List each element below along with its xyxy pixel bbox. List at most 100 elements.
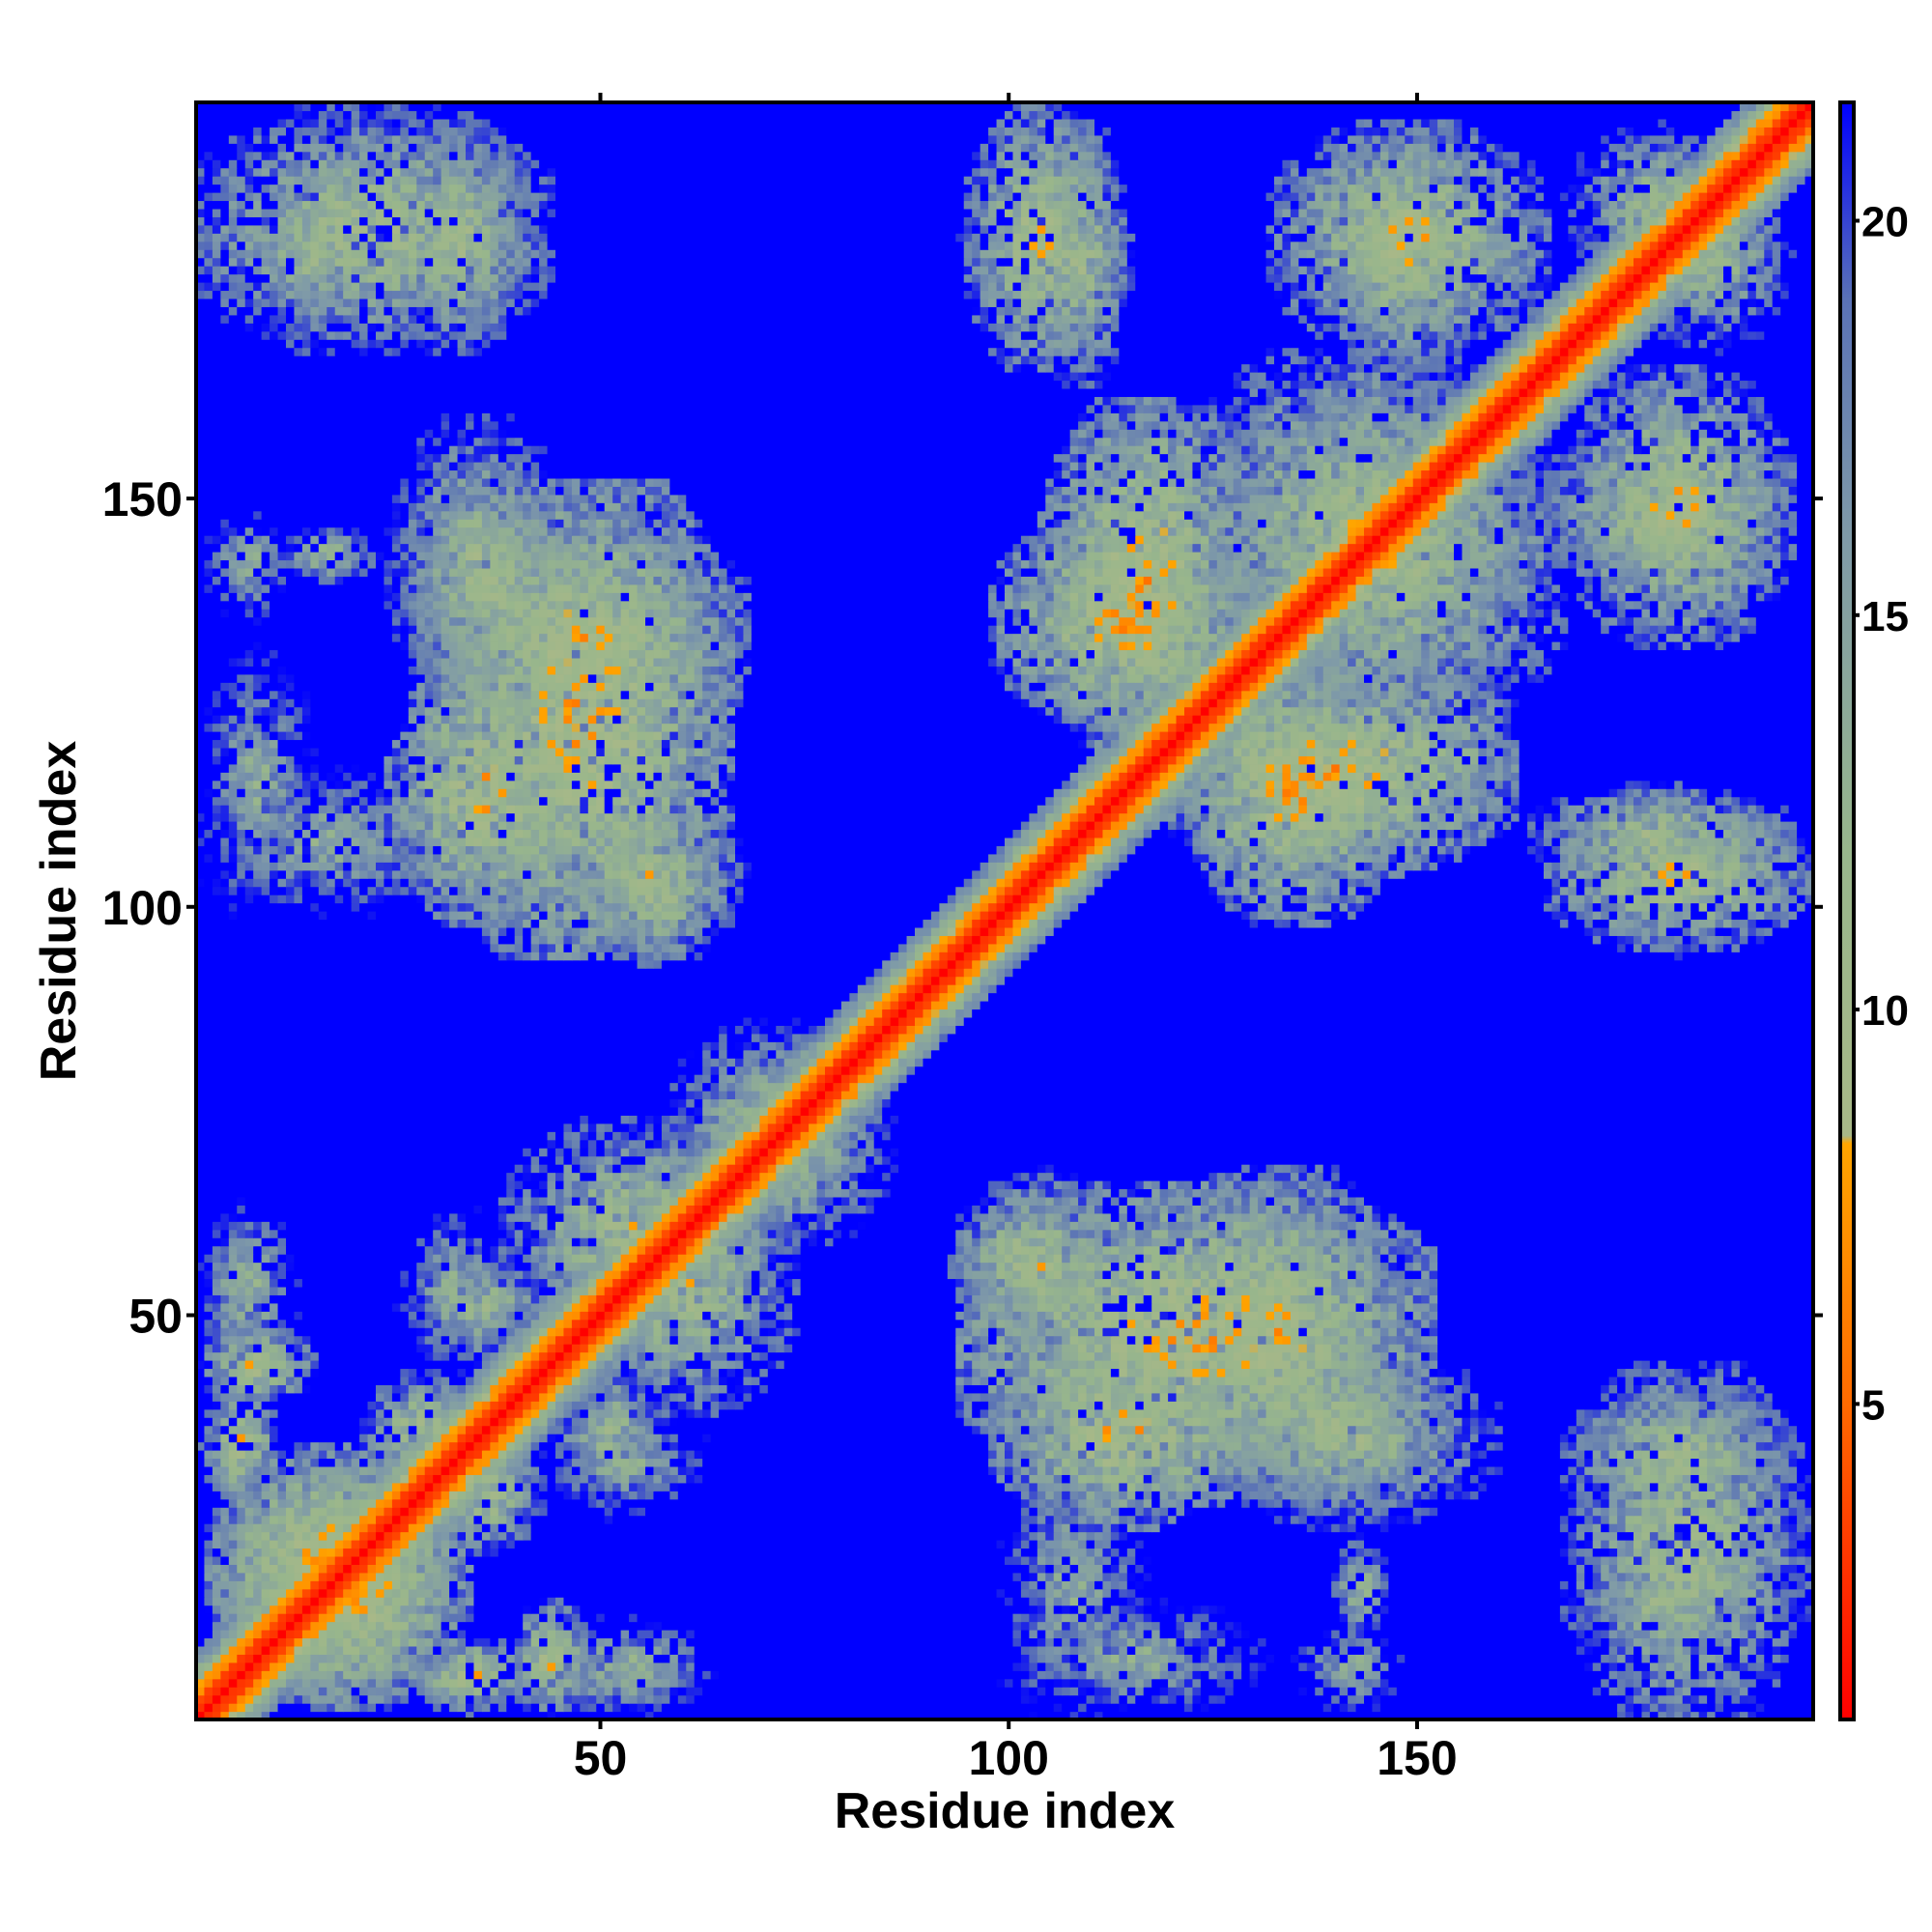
heatmap-cell — [1772, 1630, 1781, 1639]
heatmap-cell — [1665, 1588, 1675, 1598]
heatmap-cell — [1151, 1694, 1161, 1704]
heatmap-cell — [1608, 1613, 1618, 1623]
heatmap-cell — [1707, 1392, 1717, 1402]
heatmap-cell — [1584, 1555, 1594, 1565]
heatmap-cell — [228, 1564, 238, 1574]
heatmap-cell — [1176, 1408, 1185, 1418]
heatmap-cell — [1731, 1621, 1741, 1631]
heatmap-cell — [1584, 1465, 1594, 1475]
heatmap-cell — [1110, 1548, 1120, 1557]
heatmap-cell — [1788, 1630, 1798, 1639]
heatmap-cell — [1069, 1458, 1079, 1467]
heatmap-cell — [653, 1630, 663, 1639]
heatmap-cell — [400, 1694, 410, 1704]
heatmap-cell — [237, 1597, 246, 1606]
heatmap-cell — [1322, 1687, 1341, 1696]
heatmap-cell — [1339, 1654, 1349, 1663]
heatmap-cell — [661, 1417, 670, 1427]
heatmap-cell — [555, 1694, 565, 1704]
heatmap-cell — [1665, 1498, 1675, 1508]
heatmap-cell — [1674, 1491, 1684, 1500]
heatmap-cell — [359, 1588, 369, 1598]
heatmap-cell — [1143, 1580, 1332, 1590]
heatmap-cell — [1225, 1401, 1235, 1410]
heatmap-cell — [1658, 1613, 1667, 1623]
heatmap-cell — [457, 1368, 467, 1378]
heatmap-cell — [1135, 1450, 1145, 1460]
heatmap-cell — [1764, 1474, 1774, 1484]
heatmap-cell — [1797, 1458, 1814, 1467]
heatmap-cell — [1372, 1507, 1381, 1517]
heatmap-cell — [1584, 1441, 1594, 1451]
heatmap-cell — [212, 1588, 221, 1598]
heatmap-cell — [343, 1507, 353, 1517]
heatmap-cell — [1086, 1474, 1095, 1484]
heatmap-cell — [270, 1458, 279, 1467]
heatmap-cell — [1723, 1507, 1733, 1517]
heatmap-cell — [1755, 1515, 1765, 1524]
heatmap-cell — [1739, 1441, 1757, 1451]
heatmap-cell — [261, 1564, 270, 1574]
heatmap-cell — [620, 1498, 1022, 1508]
heatmap-cell — [367, 1694, 385, 1704]
heatmap-cell — [1126, 1637, 1136, 1647]
heatmap-cell — [1192, 1491, 1202, 1500]
heatmap-cell — [1674, 1465, 1684, 1475]
heatmap-cell — [1478, 1491, 1569, 1500]
heatmap-cell — [497, 1384, 507, 1394]
heatmap-cell — [1739, 1507, 1748, 1517]
heatmap-cell — [1797, 1621, 1814, 1631]
heatmap-cell — [1045, 1498, 1055, 1508]
heatmap-cell — [1674, 1694, 1684, 1704]
heatmap-cell — [1265, 1474, 1275, 1484]
heatmap-cell — [1290, 1434, 1299, 1443]
heatmap-cell — [1747, 1621, 1757, 1631]
heatmap-cell — [367, 1507, 377, 1517]
heatmap-cell — [1290, 1450, 1299, 1460]
heatmap-cell — [1339, 1376, 1349, 1385]
heatmap-cell — [1110, 1474, 1120, 1484]
heatmap-cell — [1078, 1580, 1088, 1590]
heatmap-cell — [702, 1368, 712, 1378]
heatmap-cell — [645, 1507, 1022, 1517]
heatmap-cell — [1086, 1555, 1095, 1565]
heatmap-cell — [1780, 1540, 1790, 1549]
heatmap-cell — [571, 1621, 581, 1631]
heatmap-cell — [1665, 1711, 1675, 1720]
heatmap-cell — [1045, 1572, 1055, 1581]
heatmap-cell — [1208, 1605, 1218, 1614]
heatmap-cell — [1707, 1605, 1717, 1614]
heatmap-cell — [327, 1548, 336, 1557]
heatmap-cell — [530, 1491, 540, 1500]
heatmap-cell — [653, 1474, 663, 1484]
heatmap-cell — [408, 1687, 417, 1696]
heatmap-cell — [1723, 1621, 1733, 1631]
heatmap-cell — [1731, 1384, 1741, 1394]
heatmap-cell — [1364, 1482, 1374, 1492]
heatmap-cell — [237, 1694, 246, 1704]
heatmap-cell — [400, 1450, 417, 1460]
heatmap-cell — [653, 1678, 663, 1688]
heatmap-cell — [694, 1450, 703, 1460]
heatmap-cell — [1764, 1580, 1774, 1590]
heatmap-cell — [1216, 1621, 1226, 1631]
heatmap-cell — [220, 1703, 230, 1713]
heatmap-cell — [1445, 1458, 1455, 1467]
heatmap-cell — [457, 1482, 467, 1492]
heatmap-cell — [1592, 1498, 1602, 1508]
heatmap-cell — [620, 1687, 630, 1696]
heatmap-cell — [1274, 1482, 1284, 1492]
heatmap-cell — [1348, 1605, 1357, 1614]
heatmap-cell — [1348, 1645, 1365, 1655]
heatmap-cell — [1233, 1425, 1242, 1435]
heatmap-cell — [1698, 1540, 1708, 1549]
heatmap-cell — [1037, 1434, 1046, 1443]
heatmap-cell — [228, 1588, 238, 1598]
heatmap-cell — [1617, 1605, 1627, 1614]
heatmap-cell — [571, 1465, 581, 1475]
heatmap-cell — [1608, 1630, 1618, 1639]
heatmap-cell — [1634, 1588, 1643, 1598]
heatmap-cell — [449, 1597, 459, 1606]
heatmap-cell — [1665, 1564, 1675, 1574]
heatmap-cell — [343, 1645, 353, 1655]
